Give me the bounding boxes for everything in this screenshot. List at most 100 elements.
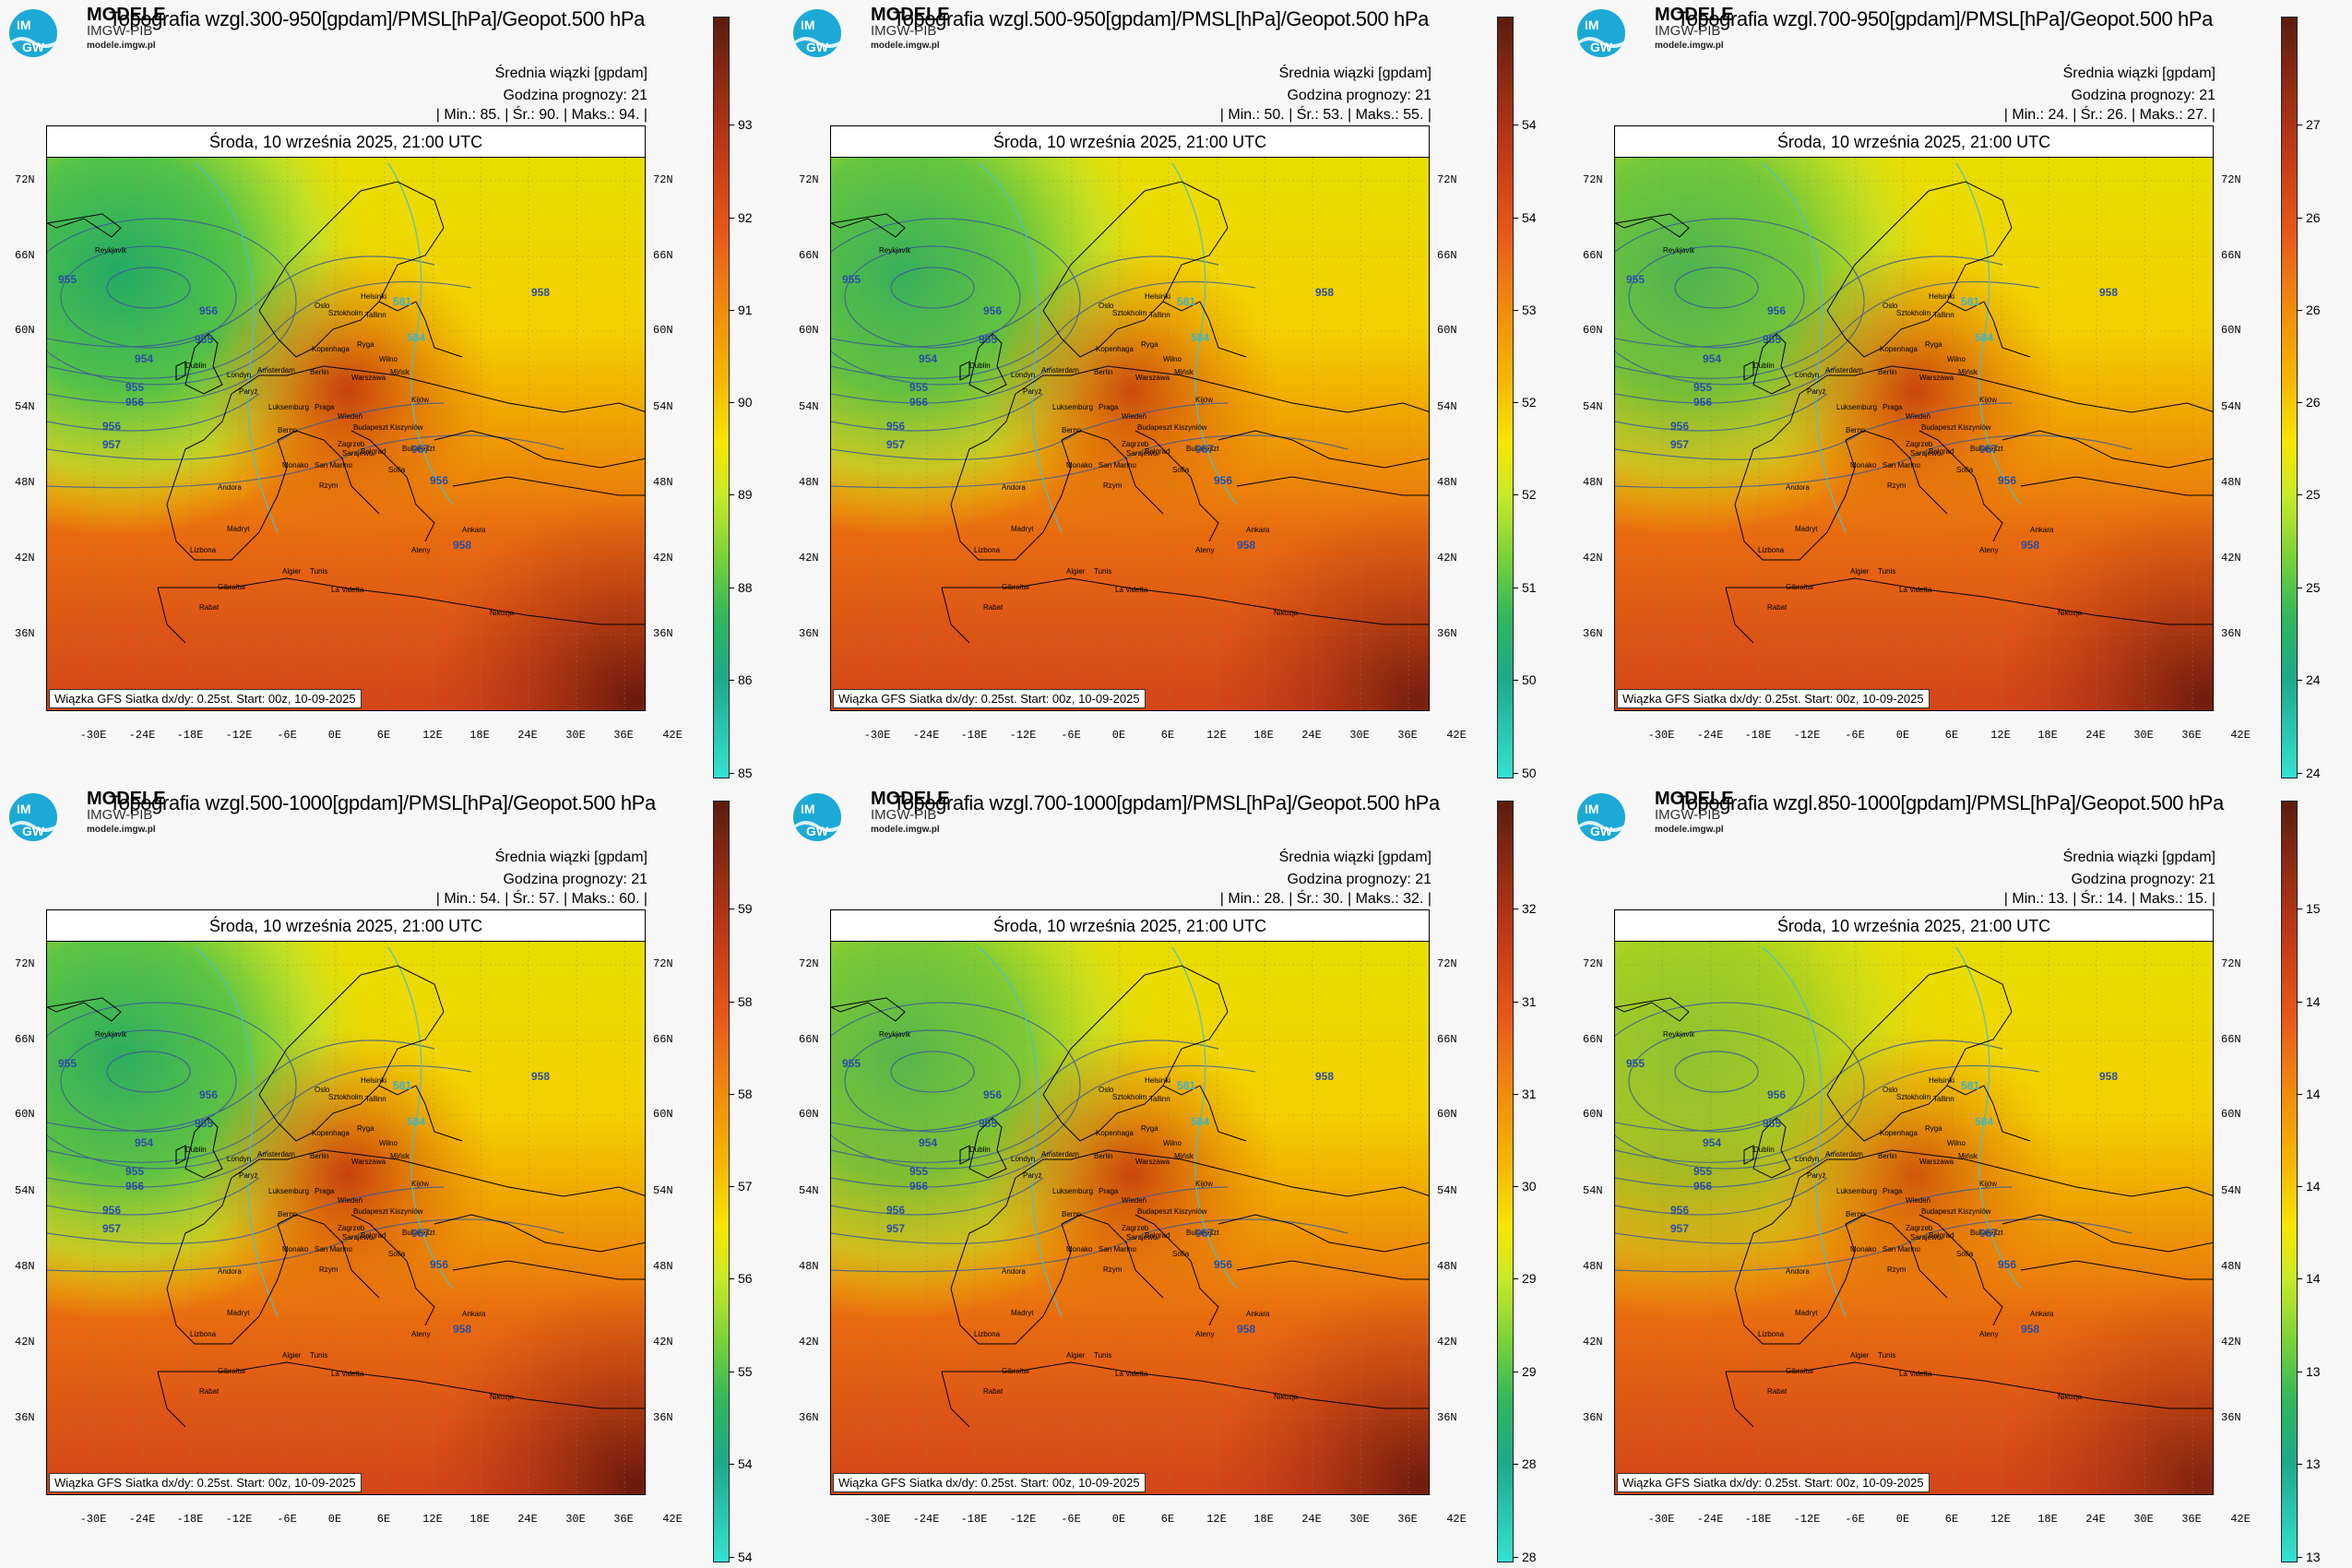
lat-label-left: 36N (1583, 1411, 1603, 1424)
colorbar-tick-mark (729, 1186, 734, 1187)
svg-text:GW: GW (806, 824, 829, 838)
city-label: Wilno (1163, 355, 1182, 363)
lon-label: -12E (225, 1513, 253, 1526)
city-label: Ryga (1141, 1124, 1158, 1133)
colorbar-tick-mark (729, 680, 734, 681)
city-label: Berno (1846, 1210, 1866, 1218)
city-label: Berno (1846, 426, 1866, 434)
isoline-label: 956 (1670, 1204, 1690, 1217)
brand-name: MODELE (87, 789, 166, 809)
brand-url: modele.imgw.pl (1655, 41, 1724, 51)
isoline-label: 957 (886, 1222, 906, 1235)
isoline-label: 955 (195, 333, 214, 346)
city-label: Dublin (969, 1146, 991, 1154)
colorbar-tick-mark (729, 218, 734, 219)
model-footnote: Wiązka GFS Siatka dx/dy: 0.25st. Start: … (833, 689, 1146, 708)
city-label: Ryga (357, 1124, 374, 1133)
isoline-label: 955 (58, 273, 77, 286)
colorbar-tick-label: 51 (1522, 580, 1537, 595)
lon-label: 42E (2230, 1513, 2251, 1526)
isoline-label: 956 (1693, 1180, 1713, 1193)
city-label: Mińsk (390, 1152, 410, 1160)
stats-line: | Min.: 13. | Śr.: 14. | Maks.: 15. | (2003, 891, 2215, 907)
brand-org: IMGW-PIB (1655, 807, 1721, 823)
isoline-label: 955 (1626, 1057, 1645, 1070)
city-label: Tallinn (1149, 1095, 1170, 1103)
isoline-label: 956 (430, 1258, 449, 1271)
map-panel: IM GW MODELE IMGW-PIB modele.imgw.pl Topogr… (1568, 784, 2352, 1568)
lat-label-left: 66N (1583, 249, 1603, 262)
city-label: La Valetta (1899, 586, 1932, 594)
isoline-label: 956 (886, 420, 906, 433)
city-label: Rabat (199, 603, 220, 612)
stat-min: 85. (480, 107, 501, 123)
city-label: La Valetta (331, 586, 364, 594)
city-label: Lizbona (1758, 1330, 1785, 1338)
imgw-logo-icon: IM GW (7, 791, 63, 843)
lat-label-right: 36N (1437, 1411, 1457, 1424)
isoline-label: 956 (1214, 1258, 1233, 1271)
city-label: Praga (1883, 403, 1903, 411)
colorbar-tick-mark (2297, 680, 2302, 681)
lon-label: 12E (1206, 729, 1227, 742)
svg-text:IM: IM (1585, 802, 1599, 816)
city-label: Wiedeń (1906, 1196, 1931, 1205)
city-label: Wilno (379, 355, 398, 363)
isoline-label: 957 (411, 1227, 431, 1240)
lat-label-left: 54N (15, 400, 35, 413)
colorbar-tick-label: 59 (738, 901, 753, 916)
lat-label-left: 66N (15, 1033, 35, 1046)
brand-org: IMGW-PIB (871, 23, 937, 39)
lon-label: 0E (1111, 729, 1126, 742)
lat-label-left: 36N (15, 627, 35, 640)
lon-label: -18E (1744, 729, 1772, 742)
city-label: Kiszyniów (1958, 1207, 1991, 1216)
imgw-logo-icon: IM GW (1575, 791, 1631, 843)
city-label: Monako (282, 1245, 309, 1253)
colorbar-tick-label: 91 (738, 303, 753, 317)
city-label: Lizbona (974, 1330, 1001, 1338)
colorbar-tick-mark (2297, 402, 2302, 403)
isoline-label: 956 (1998, 1258, 2017, 1271)
isoline-label: 956 (1670, 420, 1690, 433)
stat-avg: 53. (1323, 107, 1344, 123)
city-label: Andora (1002, 483, 1026, 492)
info-line-1: Średnia wiązki [gpdam] (2062, 65, 2215, 81)
lat-label-left: 54N (1583, 1184, 1603, 1197)
isoline-label: 955 (1763, 333, 1782, 346)
lon-label: -18E (960, 729, 988, 742)
brand-org: IMGW-PIB (87, 807, 153, 823)
city-label: Rabat (199, 1387, 220, 1396)
city-label: Kopenhaga (1880, 1129, 1918, 1137)
city-label: San Marino (1099, 1245, 1136, 1253)
lat-label-right: 66N (653, 249, 673, 262)
city-label: Algier (1850, 567, 1870, 576)
svg-text:IM: IM (1585, 18, 1599, 32)
lat-label-left: 66N (15, 249, 35, 262)
isoline-label: 956 (125, 396, 145, 409)
lon-label: -24E (128, 1513, 156, 1526)
isoline-label: 958 (2021, 539, 2040, 552)
isoline-label: 581 (1961, 1079, 1980, 1092)
colorbar-tick-label: 13 (2306, 1364, 2321, 1379)
isoline-label: 957 (102, 1222, 122, 1235)
city-label: Rabat (1767, 603, 1788, 612)
svg-text:GW: GW (22, 824, 45, 838)
city-label: Praga (1099, 1187, 1119, 1195)
lat-label-left: 60N (799, 324, 819, 337)
brand-url: modele.imgw.pl (87, 41, 156, 51)
lat-label-right: 66N (2221, 249, 2241, 262)
lon-label: 6E (1160, 729, 1175, 742)
city-label: Zagrzeb (338, 440, 365, 448)
brand-url: modele.imgw.pl (871, 41, 940, 51)
stat-max-label: Maks.: (571, 107, 615, 123)
city-label: Madryt (1011, 525, 1034, 533)
isoline-label: 956 (102, 1204, 122, 1217)
isoline-label: 955 (909, 381, 929, 394)
stat-min: 24. (2048, 107, 2069, 123)
city-label: Rabat (1767, 1387, 1788, 1396)
panel-title: Topografia wzgl.700-1000[gpdam]/PMSL[hPa… (893, 791, 1440, 814)
info-line-1: Średnia wiązki [gpdam] (494, 65, 647, 81)
isoline-label: 958 (2099, 1070, 2119, 1083)
lat-label-left: 36N (799, 1411, 819, 1424)
